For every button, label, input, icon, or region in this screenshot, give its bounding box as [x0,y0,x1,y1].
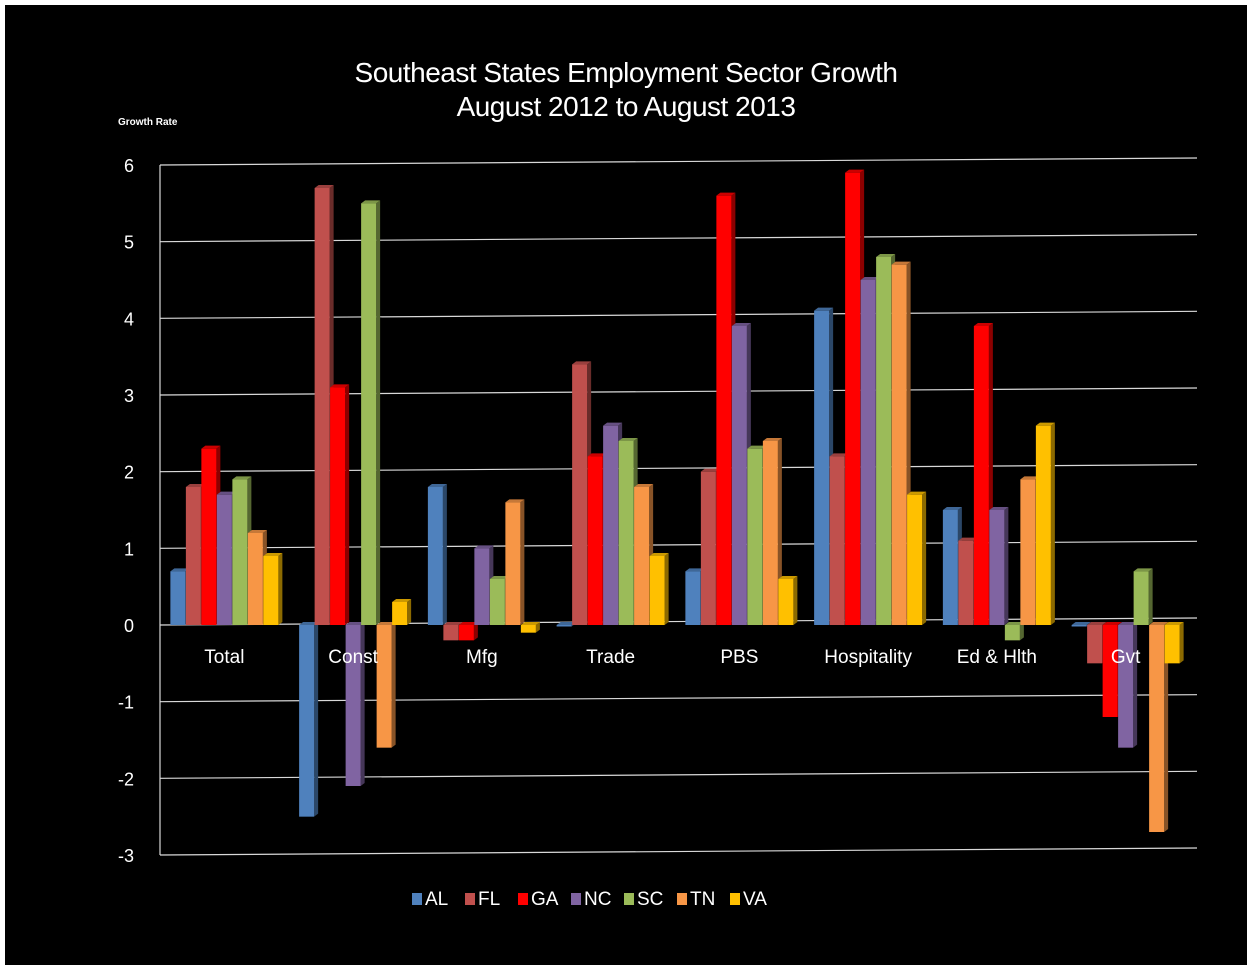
y-tick-label: 0 [124,616,134,636]
bar-AL-Mfg [427,484,447,625]
legend-label: VA [743,889,767,910]
bar-TN-Const [376,622,396,748]
y-tick-label: -3 [118,846,134,866]
bar-NC-Const [345,622,365,786]
x-tick-label: Trade [586,647,635,668]
x-tick-label: Total [204,647,244,668]
legend-swatch [677,893,687,905]
legend-item-TN: TN [677,889,715,910]
bar-GA-Const [330,384,350,625]
bar-AL-Const [299,622,319,817]
legend-label: TN [690,889,715,910]
y-axis-ticks: 6 5 4 3 2 1 0 -1 -2 -3 [118,156,134,866]
bars [170,169,1184,832]
legend-item-FL: FL [465,889,500,910]
bar-TN-Mfg [505,499,525,625]
x-tick-label: Hospitality [824,647,912,668]
bar-VA-Gvt [1164,622,1184,664]
bar-SC-Const [361,200,381,626]
legend-label: AL [425,889,448,910]
legend-item-SC: SC [624,889,663,910]
legend-swatch [730,893,740,905]
legend-item-GA: GA [518,889,559,910]
bar-NC-Gvt [1118,622,1138,748]
bar-VA-Total [263,553,283,625]
legend-label: SC [637,889,663,910]
y-tick-label: 6 [124,156,134,176]
bar-VA-Const [392,599,412,625]
legend-swatch [624,893,634,905]
bar-VA-Ed & Hlth [1035,422,1055,625]
y-tick-label: -2 [118,769,134,789]
chart-title: Southeast States Employment Sector Growt… [0,56,1252,124]
bar-SC-Gvt [1133,568,1153,625]
legend-item-AL: AL [412,889,448,910]
legend-label: FL [478,889,500,910]
bar-GA-Mfg [458,622,478,641]
gridline [159,694,1198,703]
bar-VA-Mfg [520,622,540,633]
bar-NC-Ed & Hlth [989,507,1009,625]
x-tick-label: Const [328,647,378,668]
x-tick-label: Gvt [1111,647,1141,668]
y-tick-label: 1 [124,539,134,559]
legend: AL FL GA NC SC TN VA [412,889,767,910]
legend-swatch [571,893,581,905]
y-tick-label: 2 [124,463,134,483]
x-tick-label: Ed & Hlth [957,647,1037,668]
gridline [159,157,1198,166]
x-tick-label: PBS [720,647,758,668]
legend-swatch [465,893,475,905]
legend-item-NC: NC [571,889,611,910]
bar-TN-Gvt [1149,622,1169,832]
bar-VA-PBS [778,576,798,625]
y-tick-label: 5 [124,233,134,253]
bar-VA-Hospitality [907,491,927,625]
bar-VA-Trade [649,553,669,625]
legend-swatch [518,893,528,905]
gridline [159,770,1198,779]
x-axis-ticks: Total Const Mfg Trade PBS Hospitality Ed & Hlt… [204,647,1141,668]
y-tick-label: -1 [118,693,134,713]
y-tick-label: 4 [124,309,134,329]
legend-label: GA [531,889,559,910]
y-tick-label: 3 [124,386,134,406]
chart-title-line-1: Southeast States Employment Sector Growt… [354,57,898,88]
x-tick-label: Mfg [466,647,498,668]
legend-label: NC [584,889,611,910]
y-axis-label: Growth Rate [118,117,178,128]
legend-swatch [412,893,422,905]
legend-item-VA: VA [730,889,767,910]
chart-title-line-2: August 2012 to August 2013 [456,91,796,122]
bar-SC-Ed & Hlth [1004,622,1024,641]
gridline [159,847,1198,856]
